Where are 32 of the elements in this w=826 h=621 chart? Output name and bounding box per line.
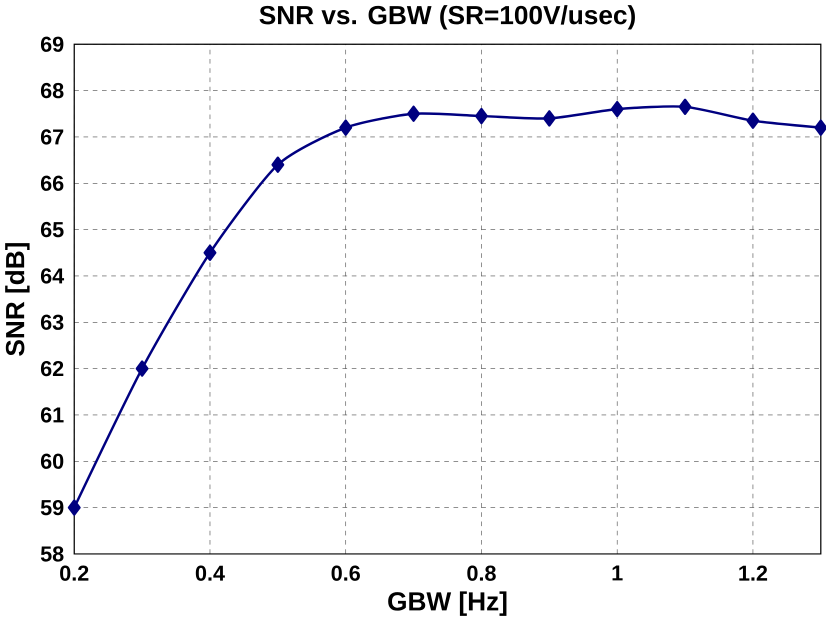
point [475, 108, 488, 124]
x-tick-label: 1.2 [739, 566, 768, 581]
y-tick-label: 67 [40, 129, 64, 145]
x-tick-label: 0.4 [196, 566, 225, 581]
y-axis-title: SNR [dB] [5, 243, 30, 356]
y-tick-label: 63 [40, 314, 64, 330]
y-tick-label: 62 [40, 360, 64, 376]
point [610, 100, 624, 118]
y-tick-label: 66 [40, 176, 64, 191]
y-tick-label: 65 [40, 222, 64, 238]
point [339, 119, 352, 136]
y-tick-label: 69 [40, 36, 64, 52]
point [136, 360, 149, 377]
x-tick-label: 1 [612, 566, 623, 580]
y-tick-label: 64 [40, 268, 64, 284]
x-tick-label: 0.6 [332, 566, 360, 581]
point [746, 112, 760, 129]
y-tick-label: 60 [40, 454, 64, 469]
point [68, 499, 81, 516]
x-tick-label: 0.8 [467, 566, 496, 581]
point [204, 244, 216, 261]
x-axis-title: GBW [Hz] [388, 591, 506, 616]
y-tick-label: 59 [40, 500, 64, 516]
y-tick-label: 58 [40, 546, 64, 562]
y-tick-label: 61 [40, 407, 64, 423]
y-tick-label: 68 [40, 82, 64, 98]
point [678, 98, 692, 115]
point [407, 106, 420, 122]
chart-title: SNR vs. GBW (SR=100V/usec) [260, 5, 635, 30]
point [271, 156, 284, 173]
point [542, 110, 556, 127]
x-tick-label: 0.2 [60, 566, 88, 581]
